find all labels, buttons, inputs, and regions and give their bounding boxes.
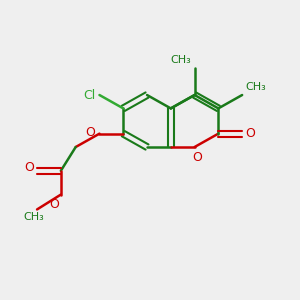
Text: Cl: Cl <box>83 88 95 101</box>
Text: CH₃: CH₃ <box>171 55 192 65</box>
Text: CH₃: CH₃ <box>245 82 266 92</box>
Text: CH₃: CH₃ <box>24 212 44 222</box>
Text: O: O <box>24 161 34 174</box>
Text: O: O <box>85 126 95 139</box>
Text: O: O <box>193 152 202 164</box>
Text: O: O <box>245 127 255 140</box>
Text: O: O <box>50 198 59 211</box>
